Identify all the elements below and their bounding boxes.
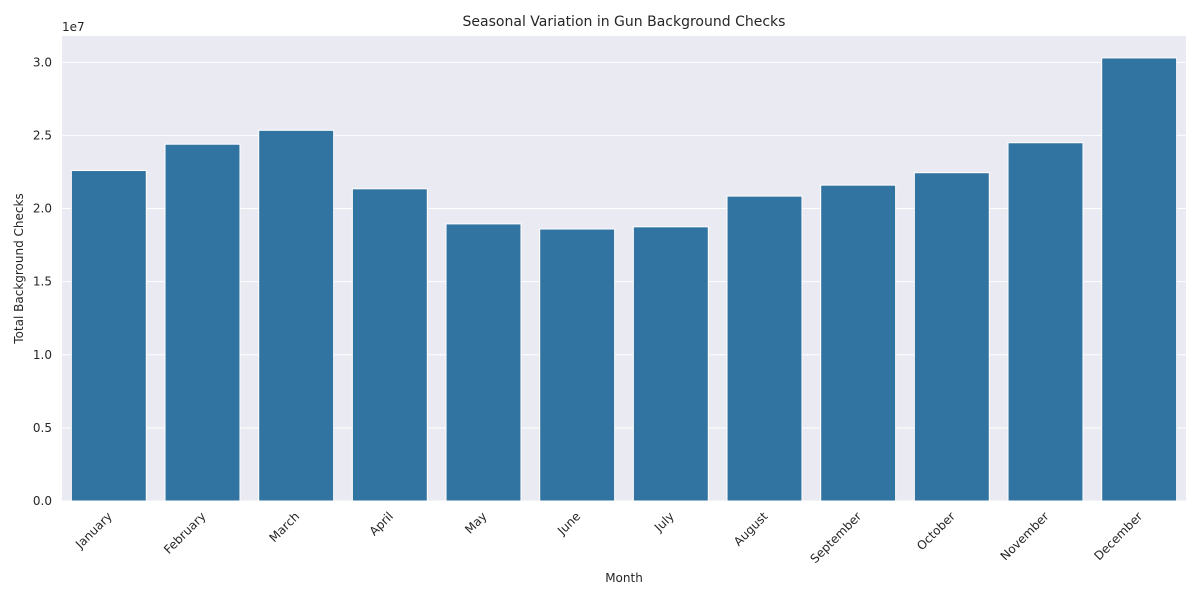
bar-january [70, 170, 147, 502]
x-tick-label: July [651, 509, 677, 535]
y-axis-offset-label: 1e7 [62, 20, 85, 34]
bar-may [445, 223, 522, 502]
x-tick-label: November [998, 509, 1052, 563]
x-tick-label: March [267, 509, 303, 545]
x-tick-label: January [72, 509, 115, 552]
x-tick-label: August [731, 509, 771, 549]
y-tick-label: 1.0 [33, 348, 52, 362]
bars [70, 57, 1178, 502]
y-axis-label: Total Background Checks [12, 193, 26, 344]
gridlines [62, 61, 1186, 502]
bar-november [1007, 142, 1084, 502]
y-tick-label: 0.5 [33, 421, 52, 435]
bar-august [726, 195, 803, 502]
y-tick-label: 2.0 [33, 202, 52, 216]
bar-february [164, 143, 241, 502]
bar-march [258, 129, 335, 502]
plot-area [62, 36, 1186, 501]
bar-september [820, 184, 897, 502]
x-tick-label: September [807, 509, 864, 566]
bar-july [632, 226, 709, 502]
y-axis-ticks: 0.0 0.5 1.0 1.5 2.0 2.5 3.0 [33, 55, 52, 508]
x-tick-label: May [462, 509, 489, 536]
x-axis-ticks: January February March April May June July Augu… [72, 509, 1145, 566]
bar-april [351, 188, 428, 502]
y-tick-label: 2.5 [33, 128, 52, 142]
bar-october [913, 172, 990, 502]
x-tick-label: February [161, 509, 209, 557]
y-tick-label: 0.0 [33, 494, 52, 508]
y-tick-label: 1.5 [33, 275, 52, 289]
x-tick-label: October [914, 509, 958, 553]
x-axis-label: Month [605, 571, 643, 585]
y-tick-label: 3.0 [33, 55, 52, 69]
chart-title: Seasonal Variation in Gun Background Che… [463, 14, 786, 30]
x-tick-label: December [1091, 509, 1145, 563]
x-tick-label: April [367, 509, 396, 538]
bar-june [539, 228, 616, 502]
x-tick-label: June [554, 509, 583, 538]
bar-december [1101, 57, 1178, 502]
